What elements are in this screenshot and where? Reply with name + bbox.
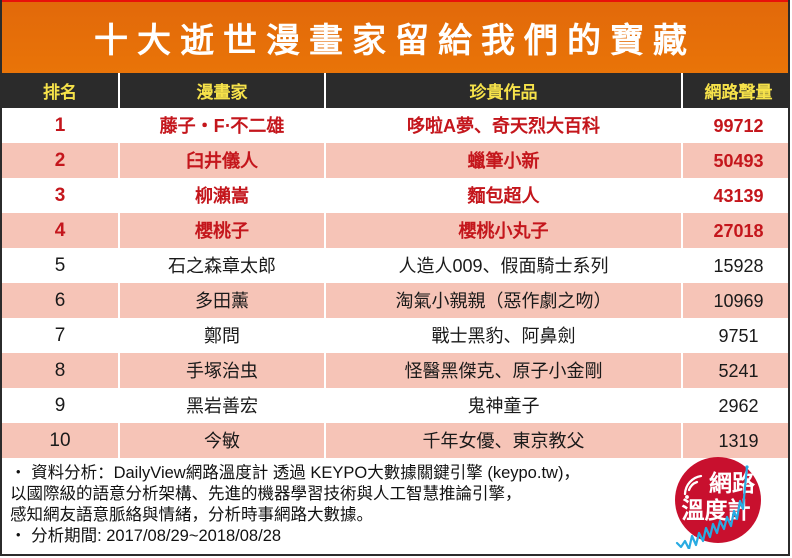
svg-text:網路: 網路 bbox=[709, 470, 756, 496]
